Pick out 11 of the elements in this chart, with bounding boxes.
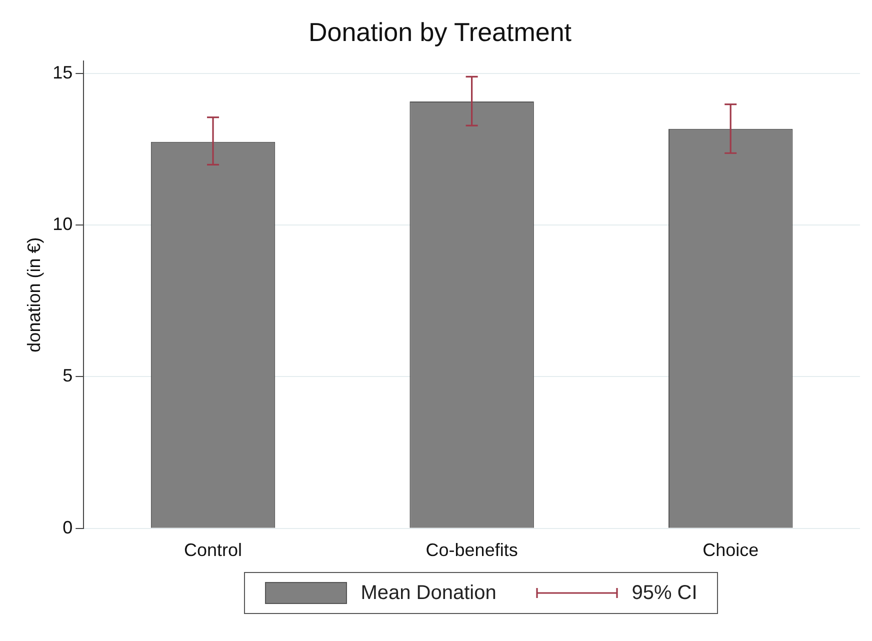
y-tick-label: 10 (52, 214, 73, 234)
x-tick-label: Control (184, 540, 242, 560)
y-tick-label: 15 (52, 62, 73, 82)
text: 95% CI (632, 582, 698, 604)
y-axis-title: donation (in €) (24, 237, 44, 352)
legend-label: Mean Donation (360, 582, 496, 604)
x-tick-label: Choice (702, 540, 759, 560)
x-tick-label: Co-benefits (426, 540, 518, 560)
y-tick-label: 5 (62, 366, 73, 386)
y-tick-label: 0 (62, 517, 73, 538)
chart-title: Donation by Treatment (308, 16, 572, 47)
